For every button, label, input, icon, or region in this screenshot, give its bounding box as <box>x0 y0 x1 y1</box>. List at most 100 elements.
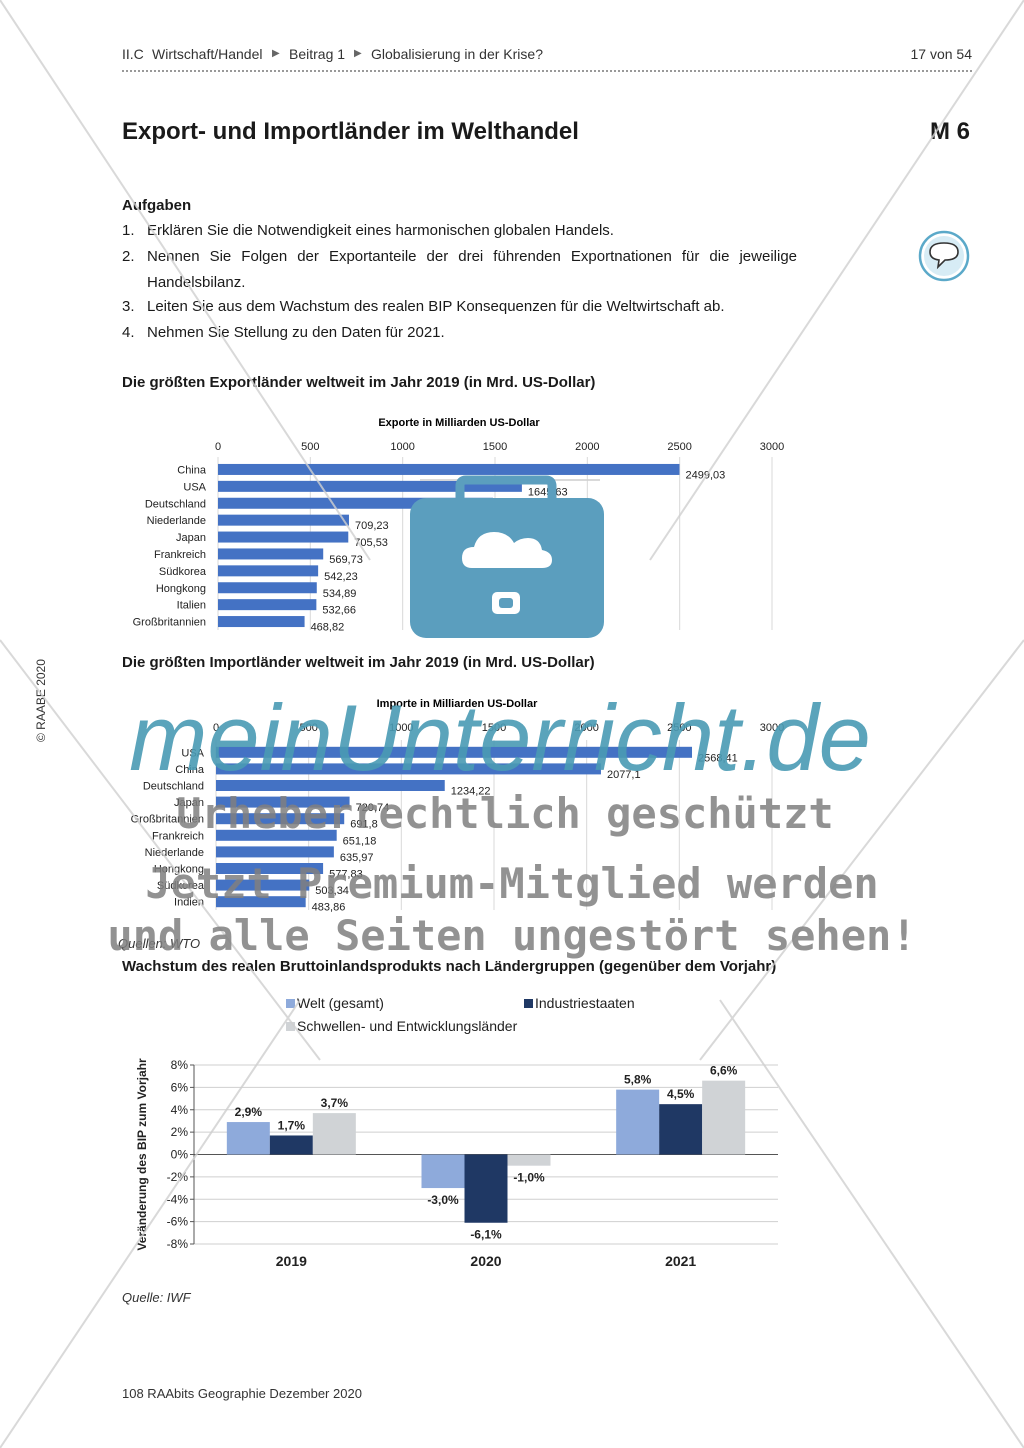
x-tick-label: 500 <box>299 722 317 734</box>
category-label: Frankreich <box>152 830 204 842</box>
category-label: Japan <box>176 532 206 544</box>
bar <box>216 846 334 858</box>
data-label: 542,23 <box>324 571 358 583</box>
category-label: Frankreich <box>154 549 206 561</box>
task-text: Nennen Sie Folgen der Exportanteile der … <box>147 248 797 291</box>
bar <box>216 829 337 841</box>
data-label: 577,83 <box>329 869 363 881</box>
category-label: Italien <box>177 600 206 612</box>
bar <box>226 1122 270 1155</box>
export-chart-heading: Die größten Exportländer weltweit im Jah… <box>122 374 596 391</box>
bar <box>216 896 306 908</box>
bar <box>218 531 349 543</box>
bar <box>421 1154 465 1189</box>
import-source: Quellen: WTO <box>118 936 201 951</box>
category-label: Indien <box>174 897 204 909</box>
data-label: 651,18 <box>343 835 377 847</box>
data-label: 468,82 <box>311 622 345 634</box>
category-label: USA <box>181 747 204 759</box>
x-tick-label: 0 <box>213 722 219 734</box>
task-text: Erklären Sie die Notwendigkeit eines har… <box>147 222 614 239</box>
header-section: II.C <box>122 46 144 62</box>
bar <box>464 1154 508 1223</box>
category-label: Deutschland <box>145 498 206 510</box>
triangle-right-icon: ▶ <box>272 48 280 59</box>
task-item: 3. Leiten Sie aus dem Wachstum des reale… <box>122 294 802 320</box>
category-label: 2019 <box>276 1253 307 1269</box>
data-label: 2499,03 <box>685 469 725 481</box>
y-tick-label: 0% <box>171 1148 189 1162</box>
task-item: 4. Nehmen Sie Stellung zu den Daten für … <box>122 320 802 346</box>
export-chart-title: Exporte in Milliarden US-Dollar <box>378 417 540 429</box>
legend-label: Welt (gesamt) <box>297 995 384 1011</box>
export-chart: Exporte in Milliarden US-Dollar 0 500 1000… <box>133 417 785 634</box>
legend-label: Schwellen- und Entwicklungsländer <box>297 1018 518 1034</box>
category-label: Deutschland <box>143 781 204 793</box>
data-label: 2077,1 <box>607 769 641 781</box>
bar <box>216 879 310 891</box>
legend-swatch <box>524 999 533 1008</box>
header-article: Beitrag 1 <box>289 46 346 62</box>
bar <box>216 796 350 808</box>
task-text: Leiten Sie aus dem Wachstum des realen B… <box>147 298 725 315</box>
category-label: Südkorea <box>157 880 205 892</box>
task-number: 4. <box>122 324 135 341</box>
legend-swatch <box>286 1022 295 1031</box>
task-number: 2. <box>122 248 135 265</box>
bar <box>659 1104 703 1155</box>
data-label: 705,53 <box>354 537 388 549</box>
data-label: 1489,16 <box>499 503 539 515</box>
triangle-right-icon: ▶ <box>354 48 362 59</box>
data-label: 691,8 <box>350 819 378 831</box>
gdp-chart-heading: Wachstum des realen Bruttoinlandsprodukt… <box>122 958 777 975</box>
data-label: -6,1% <box>470 1228 502 1242</box>
data-label: 1,7% <box>278 1118 306 1132</box>
gdp-source: Quelle: IWF <box>122 1290 191 1305</box>
category-label: Großbritannien <box>133 617 206 629</box>
import-chart: Importe in Milliarden US-Dollar 0 500 1000… <box>131 698 785 914</box>
material-number: M 6 <box>929 118 970 145</box>
y-axis-label: Veränderung des BIP zum Vorjahr <box>135 1058 149 1251</box>
side-copyright: © RAABE 2020 <box>34 659 48 742</box>
category-label: Hongkong <box>156 583 206 595</box>
data-label: 709,23 <box>355 520 389 532</box>
x-tick-label: 1000 <box>390 441 414 453</box>
category-label: Hongkong <box>154 864 204 876</box>
data-label: 483,86 <box>312 902 346 914</box>
legend-swatch <box>286 999 295 1008</box>
bar <box>218 514 349 526</box>
task-item: 2. Nennen Sie Folgen der Exportanteile d… <box>122 244 802 296</box>
bar <box>507 1154 551 1166</box>
category-label: Niederlande <box>145 847 204 859</box>
bar <box>218 548 324 560</box>
y-tick-label: 6% <box>171 1080 189 1094</box>
x-tick-label: 1500 <box>483 441 507 453</box>
bar <box>616 1089 660 1155</box>
category-label: 2020 <box>470 1253 501 1269</box>
category-label: Japan <box>174 797 204 809</box>
header-subject: Wirtschaft/Handel <box>152 46 263 62</box>
bar <box>218 565 319 577</box>
data-label: 534,89 <box>323 588 357 600</box>
tasks-heading: Aufgaben <box>122 197 192 214</box>
x-tick-label: 3000 <box>760 722 784 734</box>
category-label: China <box>177 464 207 476</box>
data-label: 2568,41 <box>698 752 738 764</box>
bar <box>702 1080 746 1155</box>
bar <box>269 1135 313 1155</box>
bar <box>218 480 522 492</box>
data-label: 635,97 <box>340 852 374 864</box>
bar <box>216 746 693 758</box>
page-title: Export- und Importländer im Welthandel <box>122 118 579 145</box>
category-label: Großbritannien <box>131 814 204 826</box>
y-tick-label: 8% <box>171 1058 189 1072</box>
y-tick-label: -4% <box>167 1192 189 1206</box>
data-label: -1,0% <box>513 1171 545 1185</box>
data-label: 5,8% <box>624 1073 652 1087</box>
page-counter: 17 von 54 <box>910 46 973 62</box>
y-tick-label: -2% <box>167 1170 189 1184</box>
bar <box>218 497 493 509</box>
y-tick-label: -6% <box>167 1215 189 1229</box>
data-label: 720,74 <box>356 802 390 814</box>
x-tick-label: 1500 <box>482 722 506 734</box>
